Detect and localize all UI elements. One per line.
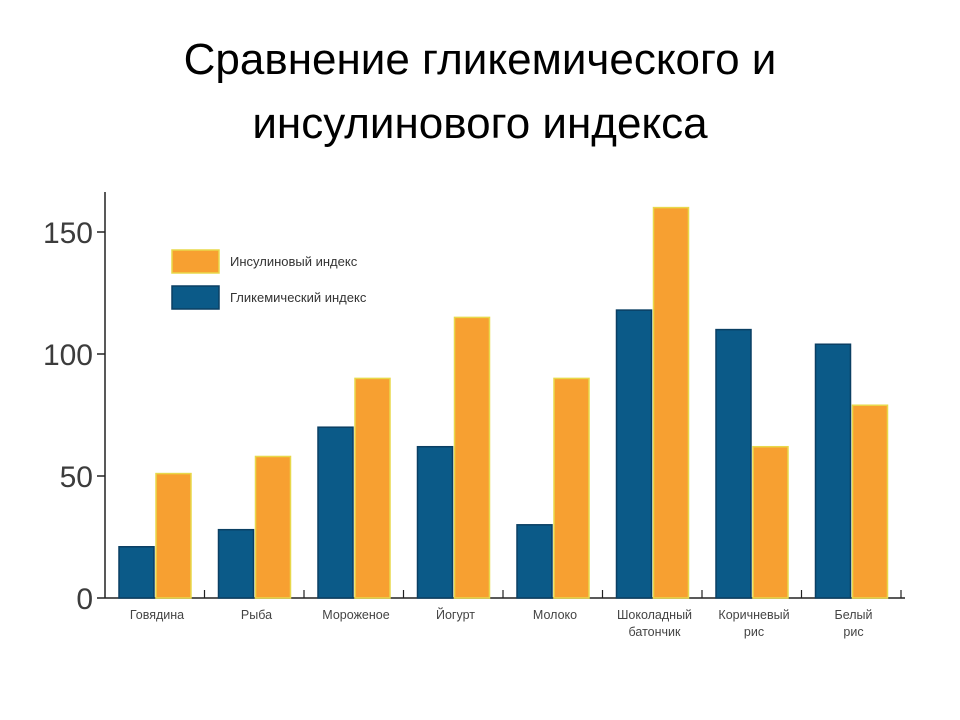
- x-category-label-3: Мороженое: [322, 608, 389, 622]
- bar-insulin-6: [652, 206, 690, 599]
- bar-glycemic-1: [118, 546, 155, 599]
- bar-insulin-8: [851, 404, 889, 599]
- x-category-label-6-line-2: батончик: [629, 625, 681, 639]
- x-category-label-2: Рыба: [241, 608, 272, 622]
- x-category-label-6-line-1: Шоколадный: [617, 608, 692, 622]
- x-category-label-5: Молоко: [533, 608, 577, 622]
- bar-insulin-5: [553, 377, 590, 599]
- slide-title: Сравнение гликемического и инсулинового …: [0, 28, 960, 156]
- bar-insulin-1: [155, 472, 192, 599]
- legend-label-glycemic: Гликемический индекс: [230, 290, 367, 305]
- bar-insulin-3: [354, 377, 391, 599]
- bar-insulin-2: [254, 455, 292, 599]
- slide-title-line-2: инсулинового индекса: [252, 99, 708, 148]
- y-tick-label-0: 0: [76, 583, 93, 616]
- bar-glycemic-8: [814, 343, 852, 599]
- bar-glycemic-2: [217, 528, 255, 599]
- bar-glycemic-3: [317, 426, 354, 599]
- slide-title-line-1: Сравнение гликемического и: [183, 35, 777, 84]
- bar-insulin-7: [752, 445, 789, 599]
- legend-label-insulin: Инсулиновый индекс: [230, 254, 358, 269]
- y-tick-label-150: 150: [43, 217, 93, 250]
- x-category-label-7-line-2: рис: [744, 625, 764, 639]
- bar-glycemic-7: [715, 328, 752, 599]
- x-category-label-7-line-1: Коричневый: [718, 608, 789, 622]
- bar-insulin-4: [453, 316, 491, 599]
- legend-swatch-insulin: [171, 249, 220, 274]
- bar-glycemic-4: [416, 445, 454, 599]
- bar-glycemic-5: [516, 524, 553, 599]
- y-tick-label-50: 50: [60, 461, 93, 494]
- x-category-label-4: Йогурт: [436, 607, 475, 622]
- x-category-label-8-line-2: рис: [843, 625, 863, 639]
- legend-swatch-glycemic: [171, 285, 220, 310]
- y-tick-label-100: 100: [43, 339, 93, 372]
- x-category-label-1: Говядина: [130, 608, 184, 622]
- x-category-label-8-line-1: Белый: [834, 608, 872, 622]
- bar-glycemic-6: [615, 309, 653, 599]
